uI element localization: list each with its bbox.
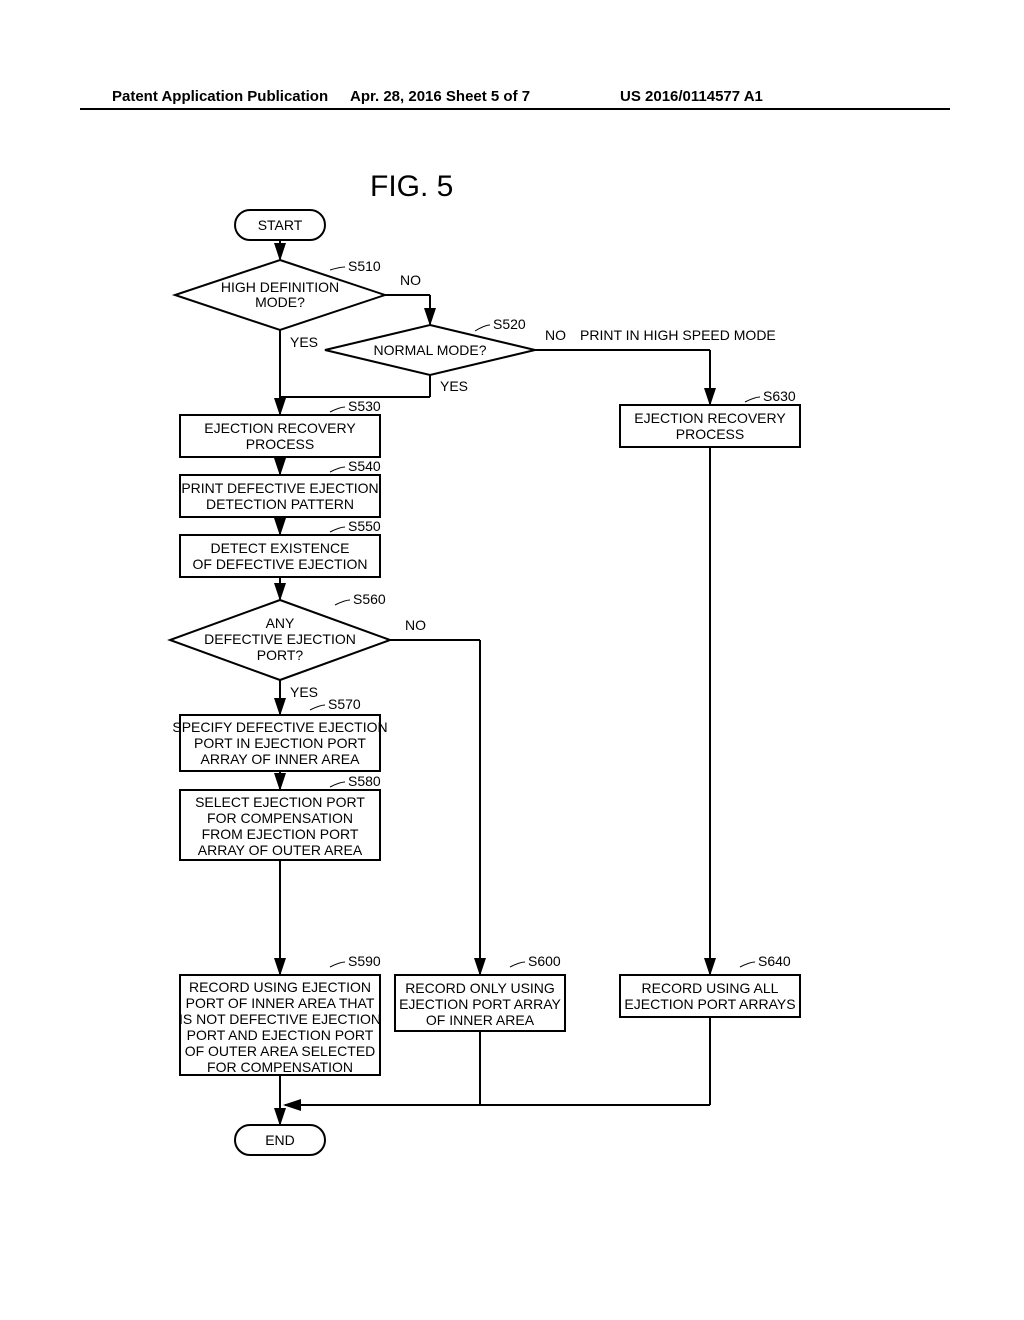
header-mid: Apr. 28, 2016 Sheet 5 of 7 (350, 88, 530, 105)
node-s560: ANY DEFECTIVE EJECTION PORT? (170, 600, 390, 680)
s600-l2: EJECTION PORT ARRAY (399, 996, 561, 1012)
s590-l5: OF OUTER AREA SELECTED (185, 1043, 376, 1059)
s590-step: S590 (348, 953, 381, 969)
node-s530: EJECTION RECOVERY PROCESS (180, 415, 380, 457)
node-s570: SPECIFY DEFECTIVE EJECTION PORT IN EJECT… (172, 715, 387, 771)
s600-l3: OF INNER AREA (426, 1012, 535, 1028)
hs-label: PRINT IN HIGH SPEED MODE (580, 327, 776, 343)
header-right: US 2016/0114577 A1 (620, 88, 763, 105)
s580-l1: SELECT EJECTION PORT (195, 794, 365, 810)
s640-l2: EJECTION PORT ARRAYS (624, 996, 795, 1012)
s560-yes: YES (290, 684, 318, 700)
s590-l1: RECORD USING EJECTION (189, 979, 371, 995)
s570-step: S570 (328, 696, 361, 712)
s550-step: S550 (348, 518, 381, 534)
s510-no: NO (400, 272, 421, 288)
s560-l3: PORT? (257, 647, 304, 663)
s510-line1: HIGH DEFINITION (221, 279, 339, 295)
header-left: Patent Application Publication (112, 88, 328, 105)
end-text: END (265, 1132, 295, 1148)
node-s640: RECORD USING ALL EJECTION PORT ARRAYS (620, 975, 800, 1017)
s590-l4: PORT AND EJECTION PORT (187, 1027, 374, 1043)
figure-label: FIG. 5 (370, 170, 453, 204)
flowchart: START HIGH DEFINITION MODE? S510 NO YES … (140, 205, 900, 1265)
s630-l2: PROCESS (676, 426, 744, 442)
s590-l6: FOR COMPENSATION (207, 1059, 353, 1075)
s560-no: NO (405, 617, 426, 633)
header-rule (80, 108, 950, 110)
s510-yes: YES (290, 334, 318, 350)
s550-l1: DETECT EXISTENCE (211, 540, 350, 556)
s510-step: S510 (348, 258, 381, 274)
s570-l3: ARRAY OF INNER AREA (201, 751, 361, 767)
s600-step: S600 (528, 953, 561, 969)
node-s590: RECORD USING EJECTION PORT OF INNER AREA… (179, 975, 381, 1075)
s630-l1: EJECTION RECOVERY (634, 410, 786, 426)
s540-l2: DETECTION PATTERN (206, 496, 354, 512)
s560-l2: DEFECTIVE EJECTION (204, 631, 356, 647)
s530-step: S530 (348, 398, 381, 414)
node-s600: RECORD ONLY USING EJECTION PORT ARRAY OF… (395, 975, 565, 1031)
s570-l1: SPECIFY DEFECTIVE EJECTION (172, 719, 387, 735)
s530-l1: EJECTION RECOVERY (204, 420, 356, 436)
s530-l2: PROCESS (246, 436, 314, 452)
node-s550: DETECT EXISTENCE OF DEFECTIVE EJECTION (180, 535, 380, 577)
s520-line1: NORMAL MODE? (373, 342, 486, 358)
s630-step: S630 (763, 388, 796, 404)
s590-l2: PORT OF INNER AREA THAT (186, 995, 375, 1011)
s520-step: S520 (493, 316, 526, 332)
node-start: START (235, 210, 325, 240)
s640-l1: RECORD USING ALL (642, 980, 779, 996)
s580-l2: FOR COMPENSATION (207, 810, 353, 826)
node-s520: NORMAL MODE? (325, 325, 535, 375)
s520-yes: YES (440, 378, 468, 394)
s640-step: S640 (758, 953, 791, 969)
s560-step: S560 (353, 591, 386, 607)
node-s580: SELECT EJECTION PORT FOR COMPENSATION FR… (180, 790, 380, 860)
node-end: END (235, 1125, 325, 1155)
s600-l1: RECORD ONLY USING (405, 980, 555, 996)
s570-l2: PORT IN EJECTION PORT (194, 735, 366, 751)
s540-step: S540 (348, 458, 381, 474)
s520-no: NO (545, 327, 566, 343)
node-s630: EJECTION RECOVERY PROCESS (620, 405, 800, 447)
s580-step: S580 (348, 773, 381, 789)
start-text: START (258, 217, 303, 233)
s510-line2: MODE? (255, 294, 305, 310)
s560-l1: ANY (266, 615, 295, 631)
s580-l4: ARRAY OF OUTER AREA (198, 842, 363, 858)
s540-l1: PRINT DEFECTIVE EJECTION (181, 480, 378, 496)
s550-l2: OF DEFECTIVE EJECTION (192, 556, 367, 572)
s590-l3: IS NOT DEFECTIVE EJECTION (179, 1011, 381, 1027)
s580-l3: FROM EJECTION PORT (202, 826, 359, 842)
node-s540: PRINT DEFECTIVE EJECTION DETECTION PATTE… (180, 475, 380, 517)
